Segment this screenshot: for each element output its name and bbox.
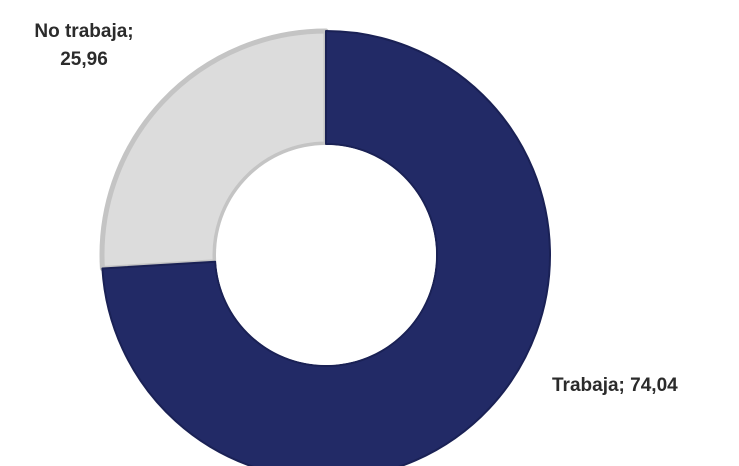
- data-label-trabaja-name: Trabaja;: [552, 375, 625, 396]
- donut-hole: [216, 145, 436, 365]
- donut-slice-trabaja: [101, 30, 551, 466]
- data-label-trabaja: Trabaja; 74,04: [552, 372, 678, 400]
- donut-slice-no-trabaja: [99, 28, 329, 272]
- data-label-trabaja-value: 74,04: [630, 375, 678, 396]
- data-label-no-trabaja: No trabaja; 25,96: [14, 18, 154, 74]
- data-label-no-trabaja-value: 25,96: [60, 49, 108, 70]
- data-label-no-trabaja-name: No trabaja;: [34, 21, 134, 42]
